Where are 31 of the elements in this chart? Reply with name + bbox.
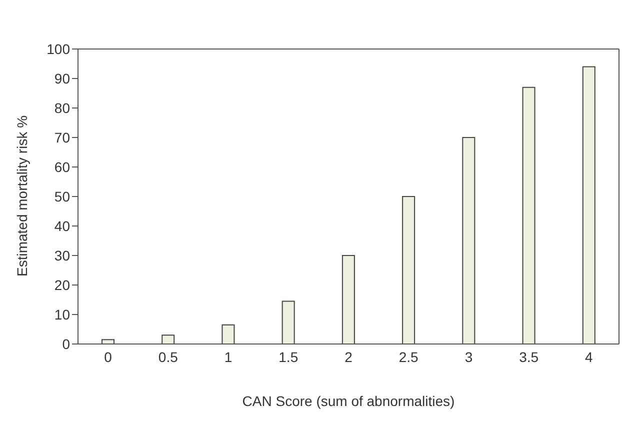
- y-tick-label: 70: [54, 129, 70, 146]
- bar: [462, 137, 476, 344]
- bar: [102, 339, 114, 344]
- x-tick-label: 4: [585, 348, 594, 365]
- bar: [282, 300, 295, 344]
- x-tick-label: 0: [104, 348, 112, 365]
- bar: [222, 324, 235, 344]
- y-tick-label: 100: [46, 40, 70, 57]
- y-tick-label: 80: [54, 100, 70, 116]
- x-tick-label: 1: [224, 348, 232, 365]
- y-tick-label: 50: [54, 188, 70, 204]
- y-tick-label: 60: [54, 158, 70, 175]
- y-tick-label: 10: [54, 306, 70, 322]
- x-axis-title: CAN Score (sum of abnormalities): [242, 393, 455, 409]
- x-tick-label: 1.5: [278, 348, 298, 365]
- y-axis-title: Estimated mortality risk %: [14, 115, 30, 276]
- bar: [402, 196, 416, 344]
- y-tick-label: 30: [54, 247, 70, 264]
- x-tick-label: 3.5: [519, 348, 539, 365]
- bar: [582, 66, 596, 344]
- y-tick-label: 20: [54, 276, 70, 293]
- x-tick-label: 0.5: [158, 348, 178, 365]
- x-tick-label: 2: [344, 348, 353, 365]
- bar: [342, 255, 355, 344]
- bar: [522, 86, 536, 344]
- y-tick-label: 0: [62, 336, 70, 352]
- y-tick-label: 40: [54, 218, 70, 234]
- y-tick-label: 90: [54, 70, 70, 86]
- x-tick-label: 3: [464, 348, 473, 365]
- x-tick-label: 2.5: [398, 348, 419, 365]
- bar: [162, 334, 175, 344]
